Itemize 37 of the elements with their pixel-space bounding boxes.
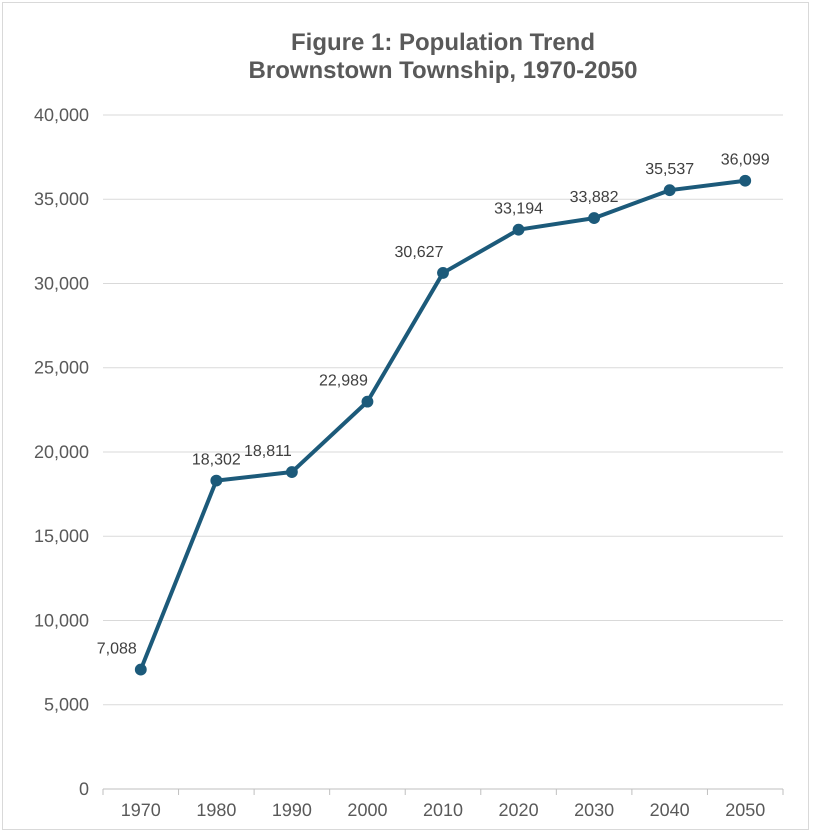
y-tick-label: 40,000 (34, 104, 89, 125)
y-tick-label: 20,000 (34, 442, 89, 462)
x-tick-label: 1980 (196, 800, 236, 820)
x-tick-label: 2010 (422, 800, 464, 820)
point (512, 224, 524, 236)
y-tick-label: 35,000 (34, 189, 89, 210)
x-tick-label: 1990 (272, 800, 312, 820)
point (362, 396, 374, 408)
x-tick-label: 2050 (725, 800, 766, 820)
x-tick-label: 1970 (120, 800, 161, 820)
x-tick-label: 2040 (650, 800, 690, 820)
y-tick-label: 15,000 (34, 526, 89, 546)
point (437, 267, 449, 279)
data-label: 22,989 (318, 372, 368, 390)
data-label: 18,302 (192, 452, 241, 469)
x-tick-label: 2020 (498, 800, 539, 820)
data-label: 7,088 (96, 640, 137, 658)
data-label: 30,627 (394, 244, 444, 261)
y-tick-label: 5,000 (44, 694, 89, 715)
data-label: 18,811 (244, 443, 292, 460)
data-label: 35,537 (645, 161, 694, 178)
point (739, 174, 752, 187)
y-tick-label: 25,000 (34, 358, 89, 378)
point (664, 184, 676, 196)
data-label: 36,099 (720, 152, 770, 169)
point (210, 474, 222, 487)
point (134, 664, 147, 676)
chart-title: Figure 1: Population Trend Brownstown Township, 1970-2050 (248, 29, 638, 84)
y-tick-label: 10,000 (34, 610, 89, 630)
x-tick-label: 2000 (347, 800, 388, 820)
point (286, 466, 298, 478)
y-tick-label: 30,000 (34, 273, 89, 294)
x-tick-label: 2030 (574, 800, 614, 820)
data-label: 33,194 (494, 200, 544, 218)
y-tick-label: 0 (78, 778, 89, 799)
data-label: 33,882 (570, 189, 619, 206)
point (588, 212, 600, 224)
